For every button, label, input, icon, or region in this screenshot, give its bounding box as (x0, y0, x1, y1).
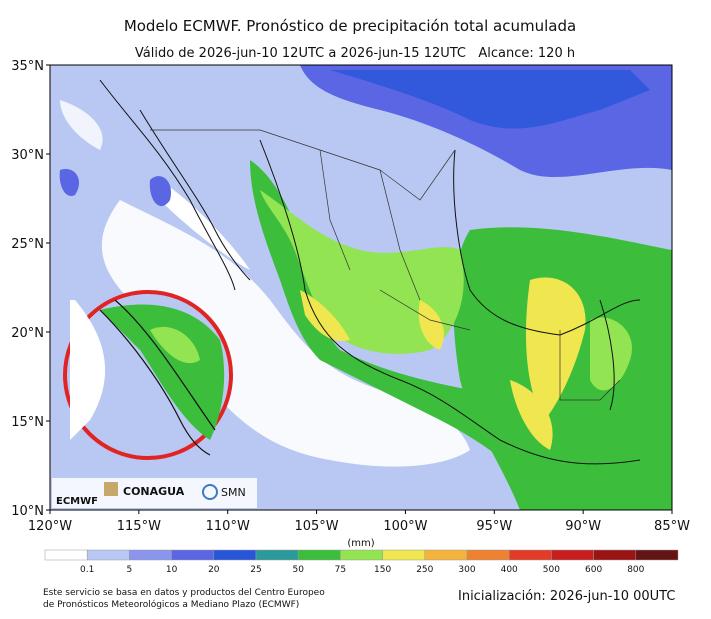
colorbar-tick-label: 500 (543, 565, 560, 575)
lat-label: 30°N (11, 148, 44, 163)
colorbar-segment (635, 549, 679, 561)
lon-label: 90°W (565, 519, 601, 534)
colorbar-tick-label: 600 (585, 565, 602, 575)
lon-label: 100°W (383, 519, 427, 534)
colorbar-tick-label: 400 (501, 565, 518, 575)
subtitle: Válido de 2026-jun-10 12UTC a 2026-jun-1… (135, 46, 575, 61)
lon-label: 105°W (294, 519, 338, 534)
colorbar-tick-label: 250 (416, 565, 433, 575)
lon-label: 110°W (206, 519, 250, 534)
colorbar-tick-label: 20 (208, 565, 220, 575)
smn-logo: SMN (221, 486, 246, 499)
ecmwf-logo: ECMWF (56, 496, 98, 507)
colorbar-segment (297, 549, 341, 561)
lat-label: 35°N (11, 59, 44, 74)
lon-label: 115°W (117, 519, 161, 534)
colorbar-tick-label: 150 (374, 565, 391, 575)
footer-note: Este servicio se basa en datos y product… (43, 588, 325, 598)
map: ECMWF CONAGUA SMN 35°N 30°N 25°N 20°N 15°N 10… (11, 59, 690, 534)
colorbar-segment (44, 549, 88, 561)
lat-label: 20°N (11, 326, 44, 341)
colorbar-segment (382, 549, 426, 561)
footer-note: de Pronósticos Meteorológicos a Mediano … (43, 599, 299, 610)
title: Modelo ECMWF. Pronóstico de precipitació… (124, 17, 576, 35)
colorbar-segment (171, 549, 215, 561)
colorbar-segment (255, 549, 299, 561)
colorbar-segment (593, 549, 637, 561)
colorbar-segment (86, 549, 130, 561)
colorbar-segment (129, 549, 172, 561)
lat-label: 25°N (11, 237, 44, 252)
lat-label: 10°N (11, 504, 44, 519)
colorbar-tick-label: 50 (292, 565, 304, 575)
colorbar-segment (466, 549, 510, 561)
colorbar-segment (508, 549, 552, 561)
colorbar-segment (340, 549, 383, 561)
colorbar-tick-label: 0.1 (80, 565, 94, 575)
colorbar: (mm) 0.1 5 10 20 25 50 75 150 250 300 400 500 600 800 (44, 538, 679, 575)
init-time: Inicialización: 2026-jun-10 00UTC (458, 589, 675, 604)
colorbar-tick-label: 25 (250, 565, 261, 575)
conagua-logo: CONAGUA (123, 485, 185, 498)
colorbar-unit: (mm) (347, 538, 374, 549)
lon-label: 120°W (28, 519, 72, 534)
lat-label: 15°N (11, 415, 44, 430)
lon-label: 85°W (654, 519, 690, 534)
colorbar-tick-label: 10 (166, 565, 178, 575)
lon-label: 95°W (476, 519, 512, 534)
colorbar-tick-label: 5 (127, 565, 133, 575)
colorbar-segment (213, 549, 257, 561)
colorbar-segment (424, 549, 468, 561)
colorbar-tick-label: 75 (335, 565, 346, 575)
colorbar-tick-label: 300 (458, 565, 475, 575)
colorbar-segment (551, 549, 594, 561)
colorbar-tick-label: 800 (627, 565, 644, 575)
